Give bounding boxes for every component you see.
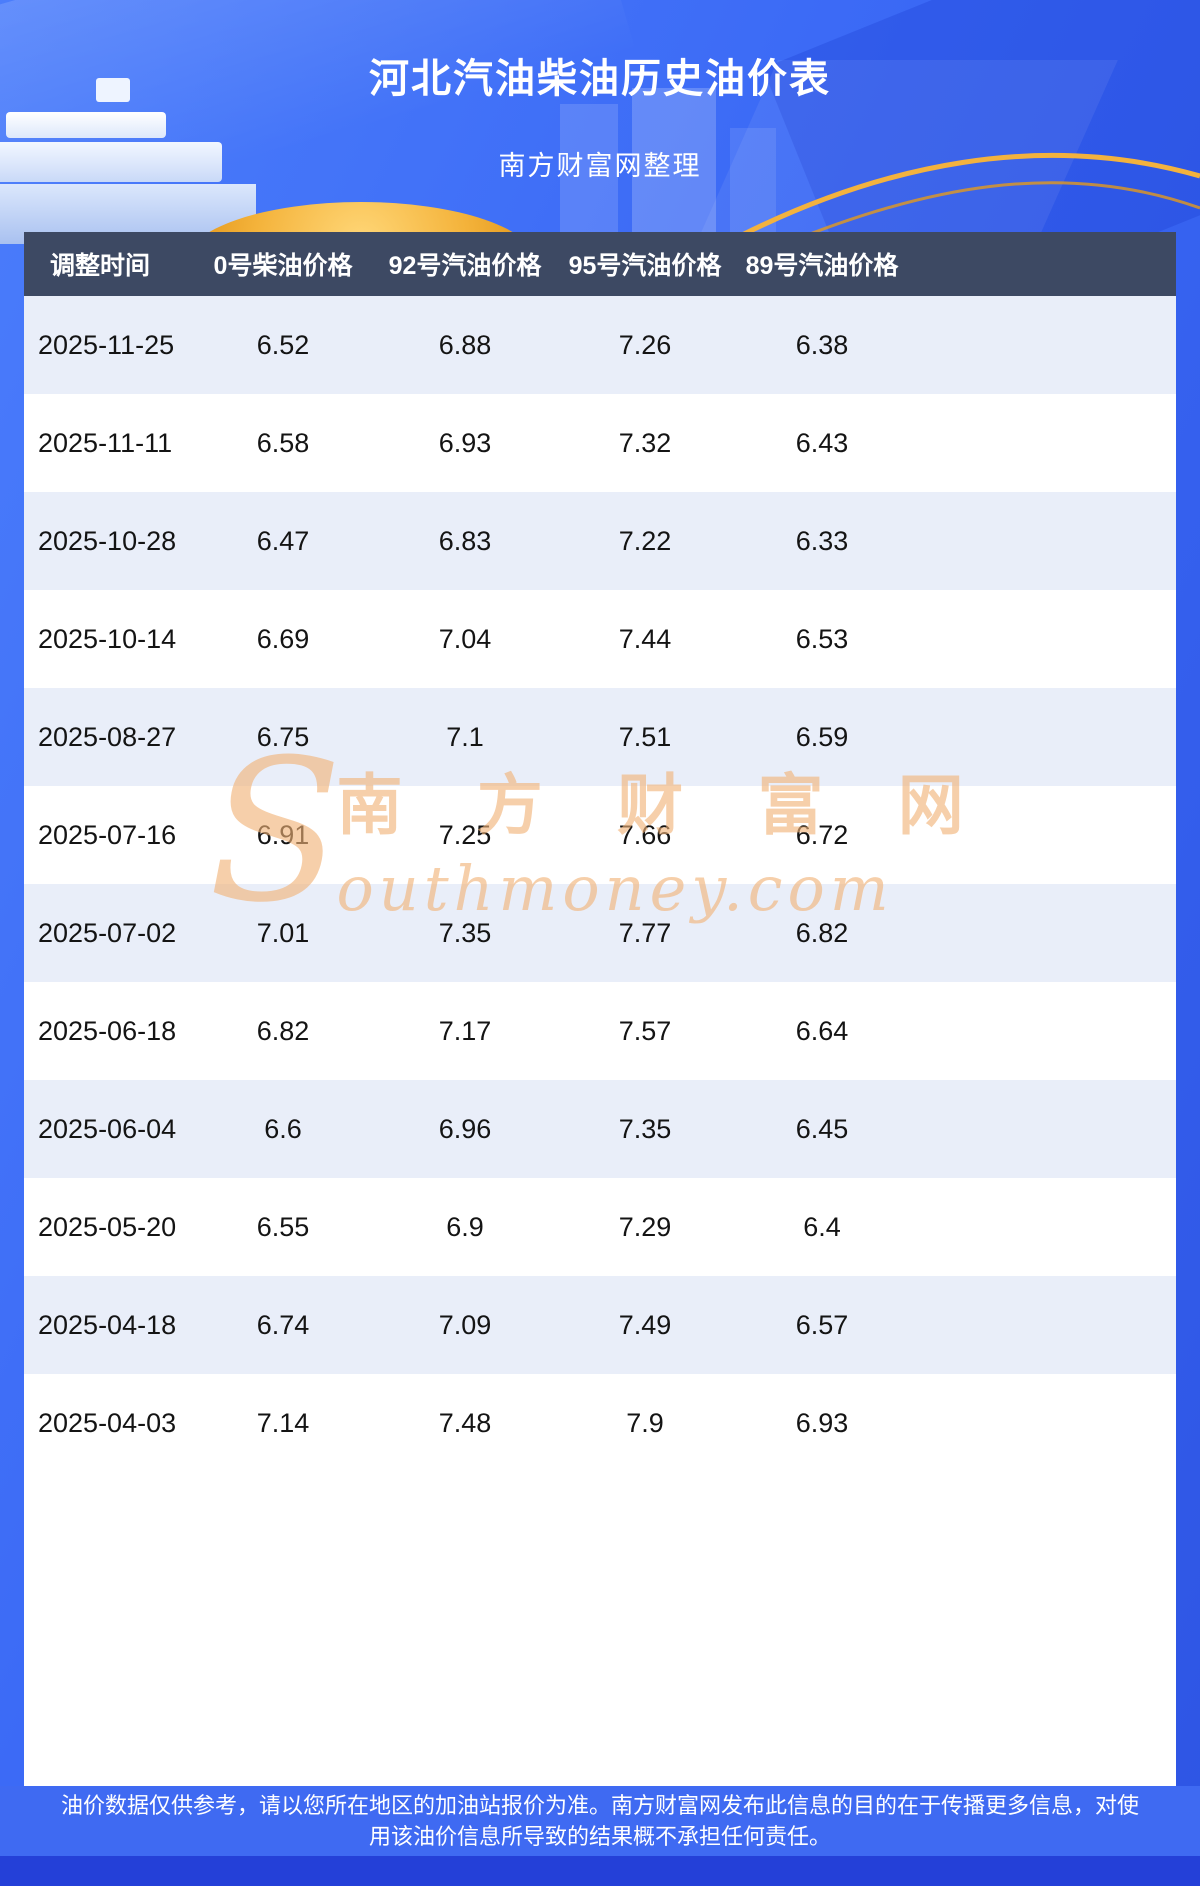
date-cell: 2025-10-28 [38,525,177,556]
price-cell-gas92: 7.17 [438,1015,492,1046]
date-cell: 2025-11-25 [38,329,175,360]
price-cell-gas89: 6.53 [795,623,849,654]
page-title: 河北汽油柴油历史油价表 [369,57,831,101]
price-cell-gas89: 6.64 [795,1015,849,1046]
table-row: 2025-04-03 7.14 7.48 7.9 6.93 [24,1374,1176,1472]
page-subtitle: 南方财富网整理 [498,151,702,181]
price-cell-diesel0: 6.91 [256,819,310,850]
price-cell-diesel0: 7.01 [256,917,310,948]
date-cell: 2025-06-18 [38,1015,177,1046]
header-cell-gas89: 89号汽油价格 [745,252,899,280]
date-cell: 2025-08-27 [38,721,177,752]
footer: 油价数据仅供参考，请以您所在地区的加油站报价为准。南方财富网发布此信息的目的在于… [0,1786,1200,1886]
header: 河北汽油柴油历史油价表 南方财富网整理 [0,0,1200,232]
price-cell-gas95: 7.26 [618,329,672,360]
header-cell-time: 调整时间 [50,252,151,280]
table-row: 2025-06-18 6.82 7.17 7.57 6.64 [24,982,1176,1080]
table-bottom-whitespace [24,1472,1176,1786]
footer-bottom-bar [0,1856,1200,1886]
price-cell-gas89: 6.72 [795,819,849,850]
price-cell-gas92: 7.35 [438,917,492,948]
table-header-row: 调整时间 0号柴油价格 92号汽油价格 95号汽油价格 89号汽油价格 [24,232,1176,296]
table-row: 2025-04-18 6.74 7.09 7.49 6.57 [24,1276,1176,1374]
table-row: 2025-10-28 6.47 6.83 7.22 6.33 [24,492,1176,590]
price-cell-gas95: 7.9 [626,1407,664,1438]
price-cell-diesel0: 6.75 [256,721,310,752]
price-cell-gas92: 6.9 [446,1211,484,1242]
price-table: 调整时间 0号柴油价格 92号汽油价格 95号汽油价格 89号汽油价格 2025… [24,232,1176,1472]
price-cell-gas95: 7.44 [618,623,672,654]
price-cell-gas92: 6.96 [438,1113,492,1144]
date-cell: 2025-11-11 [38,427,173,458]
header-cell-diesel0: 0号柴油价格 [213,252,353,280]
price-cell-diesel0: 6.82 [256,1015,310,1046]
price-cell-gas95: 7.29 [618,1211,672,1242]
price-table-area: 调整时间 0号柴油价格 92号汽油价格 95号汽油价格 89号汽油价格 2025… [24,232,1176,1786]
price-cell-diesel0: 6.74 [256,1309,310,1340]
date-cell: 2025-05-20 [38,1211,177,1242]
price-cell-gas95: 7.32 [618,427,672,458]
table-row: 2025-07-16 6.91 7.25 7.66 6.72 [24,786,1176,884]
price-cell-gas89: 6.57 [795,1309,849,1340]
price-cell-gas89: 6.43 [795,427,849,458]
price-cell-gas89: 6.45 [795,1113,849,1144]
price-cell-diesel0: 6.6 [264,1113,302,1144]
price-cell-gas95: 7.77 [618,917,672,948]
price-cell-gas95: 7.49 [618,1309,672,1340]
price-cell-gas89: 6.4 [803,1211,841,1242]
price-cell-gas92: 7.48 [438,1407,492,1438]
price-cell-diesel0: 6.47 [256,525,310,556]
date-cell: 2025-10-14 [38,623,177,654]
price-cell-gas92: 6.93 [438,427,492,458]
date-cell: 2025-04-18 [38,1309,177,1340]
date-cell: 2025-04-03 [38,1407,177,1438]
price-cell-gas92: 6.83 [438,525,492,556]
price-cell-gas95: 7.51 [618,721,672,752]
price-cell-gas95: 7.57 [618,1015,672,1046]
price-cell-gas89: 6.33 [795,525,849,556]
footer-disclaimer: 油价数据仅供参考，请以您所在地区的加油站报价为准。南方财富网发布此信息的目的在于… [60,1793,1139,1849]
table-row: 2025-08-27 6.75 7.1 7.51 6.59 [24,688,1176,786]
date-cell: 2025-07-16 [38,819,177,850]
price-cell-gas89: 6.38 [795,329,849,360]
table-row: 2025-05-20 6.55 6.9 7.29 6.4 [24,1178,1176,1276]
price-cell-gas92: 7.04 [438,623,492,654]
price-cell-gas92: 7.25 [438,819,492,850]
price-cell-diesel0: 6.58 [256,427,310,458]
price-cell-gas95: 7.66 [618,819,672,850]
price-cell-gas92: 7.1 [446,721,484,752]
price-cell-gas92: 6.88 [438,329,492,360]
header-cell-gas95: 95号汽油价格 [568,252,722,280]
date-cell: 2025-06-04 [38,1113,177,1144]
price-cell-gas89: 6.93 [795,1407,849,1438]
price-cell-diesel0: 6.69 [256,623,310,654]
header-cell-filler [902,232,1176,296]
price-cell-diesel0: 6.52 [256,329,310,360]
price-cell-gas92: 7.09 [438,1309,492,1340]
table-row: 2025-07-02 7.01 7.35 7.77 6.82 [24,884,1176,982]
price-cell-gas95: 7.35 [618,1113,672,1144]
table-row: 2025-11-11 6.58 6.93 7.32 6.43 [24,394,1176,492]
header-cell-gas92: 92号汽油价格 [388,252,542,280]
table-row: 2025-10-14 6.69 7.04 7.44 6.53 [24,590,1176,688]
table-row: 2025-06-04 6.6 6.96 7.35 6.45 [24,1080,1176,1178]
price-cell-diesel0: 6.55 [256,1211,310,1242]
price-cell-gas89: 6.82 [795,917,849,948]
date-cell: 2025-07-02 [38,917,177,948]
price-cell-gas89: 6.59 [795,721,849,752]
table-row: 2025-11-25 6.52 6.88 7.26 6.38 [24,296,1176,394]
price-cell-gas95: 7.22 [618,525,672,556]
price-cell-diesel0: 7.14 [256,1407,310,1438]
